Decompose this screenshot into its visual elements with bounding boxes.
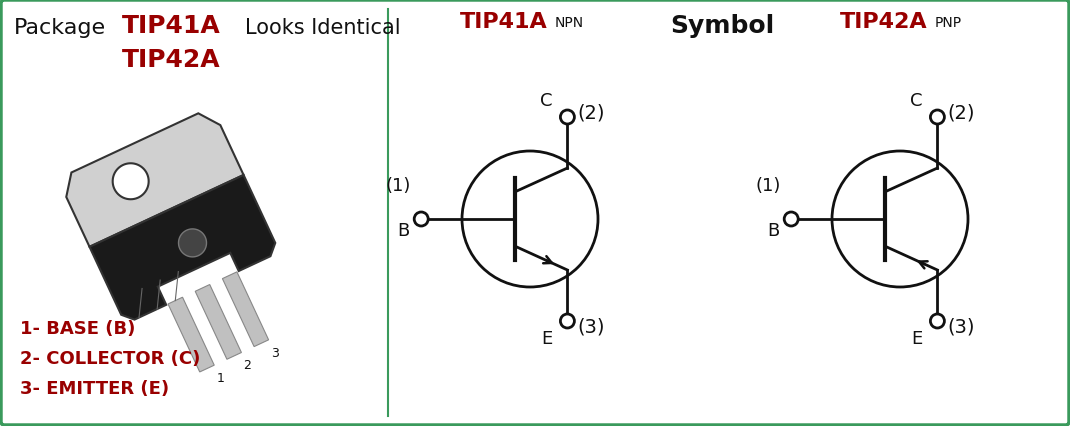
Text: NPN: NPN [555, 16, 584, 30]
Polygon shape [112, 164, 149, 200]
Text: E: E [541, 329, 552, 347]
Text: 1: 1 [216, 371, 224, 384]
Text: B: B [397, 222, 409, 239]
Text: (2): (2) [578, 103, 605, 122]
Circle shape [462, 152, 598, 287]
Polygon shape [66, 114, 244, 247]
Text: 3: 3 [271, 346, 278, 359]
Text: TIP41A: TIP41A [122, 14, 220, 38]
Text: TIP42A: TIP42A [122, 48, 220, 72]
Text: B: B [767, 222, 779, 239]
Text: PNP: PNP [935, 16, 962, 30]
Text: 2: 2 [243, 359, 251, 371]
Text: (2): (2) [947, 103, 975, 122]
Circle shape [414, 213, 428, 227]
Text: Symbol: Symbol [670, 14, 775, 38]
Text: C: C [540, 92, 552, 110]
Polygon shape [195, 285, 242, 360]
Text: (1): (1) [755, 177, 781, 195]
Polygon shape [223, 272, 269, 347]
Circle shape [931, 111, 945, 125]
Text: (3): (3) [578, 317, 605, 336]
Circle shape [931, 314, 945, 328]
Circle shape [784, 213, 798, 227]
Text: Looks Identical: Looks Identical [245, 18, 400, 38]
Text: Package: Package [14, 18, 106, 38]
Text: TIP42A: TIP42A [840, 12, 928, 32]
Text: 1- BASE (B): 1- BASE (B) [20, 319, 136, 337]
Text: 2- COLLECTOR (C): 2- COLLECTOR (C) [20, 349, 200, 367]
Text: C: C [910, 92, 922, 110]
Circle shape [561, 111, 575, 125]
Polygon shape [90, 176, 275, 320]
Polygon shape [179, 229, 207, 257]
Circle shape [561, 314, 575, 328]
Text: (1): (1) [386, 177, 411, 195]
Text: (3): (3) [947, 317, 975, 336]
Polygon shape [168, 297, 214, 372]
Text: 3- EMITTER (E): 3- EMITTER (E) [20, 379, 169, 397]
Text: E: E [912, 329, 922, 347]
Circle shape [832, 152, 968, 287]
Text: TIP41A: TIP41A [460, 12, 548, 32]
